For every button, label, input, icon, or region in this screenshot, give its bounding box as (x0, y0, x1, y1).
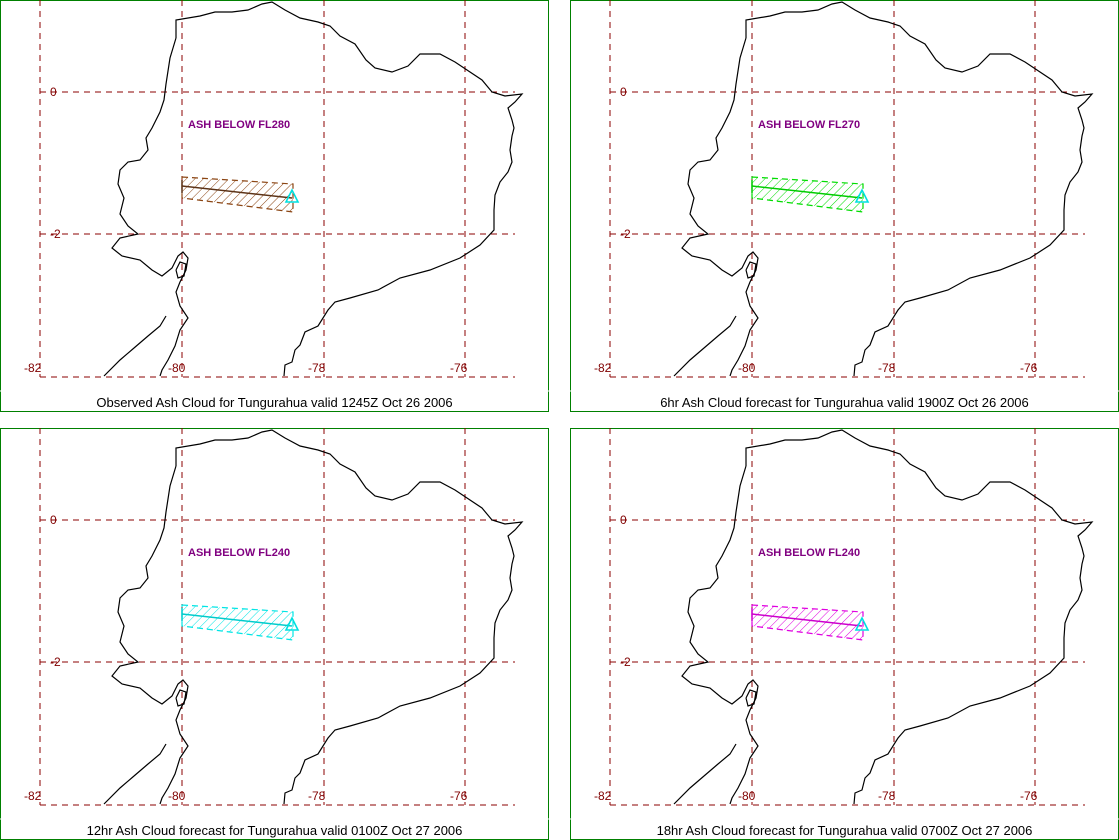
ash-trajectory-line (181, 185, 293, 199)
lon-label: -78 (878, 361, 896, 375)
ash-cloud-area (751, 604, 864, 641)
lon-label: -76 (1020, 789, 1038, 803)
coastline (673, 1, 1094, 377)
panel-caption: 18hr Ash Cloud forecast for Tungurahua v… (656, 823, 1033, 838)
coastline (103, 1, 524, 377)
map-svg: ASH BELOW FL280 0 -2 -82 -80 -78 -76 (0, 0, 549, 412)
ash-level-label: ASH BELOW FL270 (758, 119, 860, 131)
map-panel-1: ASH BELOW FL280 0 -2 -82 -80 -78 -76 Observed A… (0, 0, 549, 412)
triangle-icon (284, 616, 300, 631)
lon-label: -82 (594, 789, 612, 803)
lon-label: -80 (168, 361, 186, 375)
lat-label: -2 (620, 655, 631, 669)
ash-cloud-area (181, 176, 294, 213)
coastline (673, 429, 1094, 805)
lon-label: -76 (450, 361, 468, 375)
lon-label: -76 (450, 789, 468, 803)
lon-label: -78 (308, 361, 326, 375)
coastline (103, 429, 524, 805)
map-svg: ASH BELOW FL270 0 -2 -82 -80 -78 -76 (570, 0, 1119, 412)
ash-trajectory-line (181, 613, 293, 627)
map-svg: ASH BELOW FL240 0 -2 -82 -80 -78 -76 (0, 428, 549, 840)
lat-label: 0 (620, 513, 627, 527)
ash-level-label: ASH BELOW FL280 (188, 119, 290, 131)
ash-level-label: ASH BELOW FL240 (188, 547, 290, 559)
lat-label: -2 (50, 227, 61, 241)
panel-frame (0, 0, 549, 412)
lon-label: -82 (24, 789, 42, 803)
triangle-icon (854, 616, 870, 631)
triangle-icon (854, 188, 870, 203)
lon-label: -80 (738, 789, 756, 803)
map-panel-3: ASH BELOW FL240 0 -2 -82 -80 -78 -76 12hr Ash C… (0, 428, 549, 840)
lat-label: -2 (50, 655, 61, 669)
ash-trajectory-line (751, 185, 863, 199)
lat-label: -2 (620, 227, 631, 241)
lon-label: -78 (308, 789, 326, 803)
panel-caption: Observed Ash Cloud for Tungurahua valid … (96, 395, 453, 410)
lat-label: 0 (50, 85, 57, 99)
lon-label: -76 (1020, 361, 1038, 375)
lon-label: -78 (878, 789, 896, 803)
ash-level-label: ASH BELOW FL240 (758, 547, 860, 559)
ash-cloud-area (181, 604, 294, 641)
map-panel-4: ASH BELOW FL240 0 -2 -82 -80 -78 -76 18hr Ash C… (570, 428, 1119, 840)
map-panel-2: ASH BELOW FL270 0 -2 -82 -80 -78 -76 6hr Ash Cl… (570, 0, 1119, 412)
lat-label: 0 (620, 85, 627, 99)
lon-label: -82 (594, 361, 612, 375)
ash-cloud-area (751, 176, 864, 213)
triangle-icon (284, 188, 300, 203)
lon-label: -80 (168, 789, 186, 803)
lon-label: -80 (738, 361, 756, 375)
ash-trajectory-line (751, 613, 863, 627)
lon-label: -82 (24, 361, 42, 375)
panel-caption: 6hr Ash Cloud forecast for Tungurahua va… (660, 395, 1029, 410)
map-svg: ASH BELOW FL240 0 -2 -82 -80 -78 -76 (570, 428, 1119, 840)
lat-label: 0 (50, 513, 57, 527)
panel-caption: 12hr Ash Cloud forecast for Tungurahua v… (86, 823, 463, 838)
